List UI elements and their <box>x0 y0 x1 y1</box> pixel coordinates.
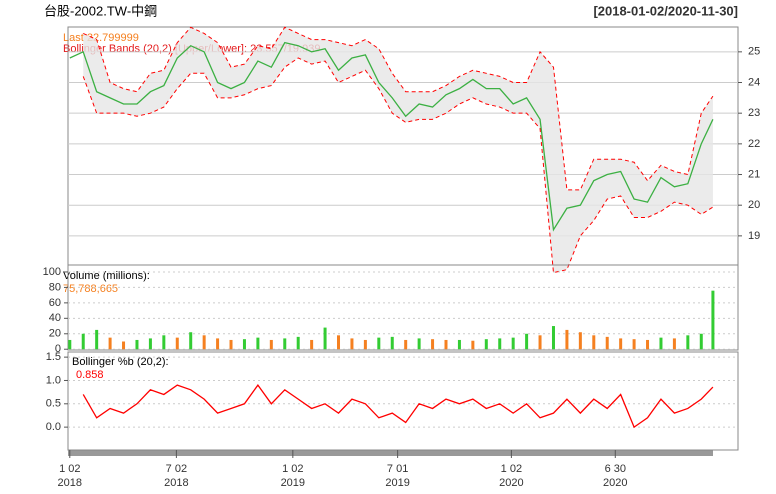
volume-bar <box>95 329 99 350</box>
x-tick-label: 1 02 2019 <box>280 463 306 489</box>
y-tick-label: 100 <box>43 266 61 278</box>
volume-bar <box>551 326 555 350</box>
volume-bar <box>310 339 314 350</box>
y-tick-label: 1.5 <box>46 351 61 363</box>
volume-bar <box>122 341 126 350</box>
y-tick-label: 21 <box>748 168 760 180</box>
volume-bar <box>525 333 529 350</box>
volume-bar <box>511 337 515 350</box>
volume-bar <box>578 332 582 350</box>
panel-frame <box>67 351 739 451</box>
volume-bar <box>162 335 166 350</box>
volume-bar <box>498 338 502 350</box>
series-line <box>83 26 714 191</box>
panel-frame <box>67 264 739 351</box>
x-tick-label: 1 02 2018 <box>57 463 83 489</box>
x-tick-label: 6 30 2020 <box>603 463 628 489</box>
y-tick-label: 20 <box>49 328 61 340</box>
chart-title: 台股-2002.TW-中鋼 <box>44 3 157 18</box>
volume-bar <box>484 339 488 350</box>
volume-bar <box>592 335 596 350</box>
volume-bar <box>605 336 609 350</box>
x-axis-bar <box>68 450 713 456</box>
y-tick-label: 0 <box>55 343 61 355</box>
y-tick-label: 0.0 <box>46 421 61 433</box>
volume-bar <box>68 339 72 350</box>
y-tick-label: 40 <box>49 312 61 324</box>
series-line <box>69 41 714 232</box>
volume-bar <box>148 338 152 350</box>
series-line <box>82 57 714 274</box>
volume-bar <box>457 339 461 350</box>
volume-bar <box>135 339 139 350</box>
series-line <box>82 384 714 429</box>
volume-title: Volume (millions): <box>63 270 150 282</box>
volume-bar <box>632 339 636 350</box>
volume-bar <box>229 339 233 350</box>
volume-bar <box>686 335 690 350</box>
volume-bar <box>216 338 220 350</box>
volume-bar <box>363 339 367 350</box>
volume-bar <box>444 339 448 350</box>
pctb-title: Bollinger %b (20,2): <box>72 356 169 368</box>
y-tick-label: 24 <box>748 76 760 88</box>
y-tick-label: 60 <box>49 297 61 309</box>
y-tick-label: 22 <box>748 138 760 150</box>
volume-bar <box>659 337 663 350</box>
legend-last: Last 22.799999 <box>63 32 139 44</box>
volume-bar <box>471 340 475 350</box>
y-tick-label: 23 <box>748 107 760 119</box>
x-tick-label: 1 02 2020 <box>499 463 524 489</box>
volume-bar <box>296 336 300 350</box>
chart-subtitle: [2018-01-02/2020-11-30] <box>593 3 738 18</box>
x-tick-label: 7 01 2019 <box>385 463 410 489</box>
volume-bar <box>323 327 327 350</box>
volume-bar <box>538 335 542 350</box>
volume-bar <box>390 336 394 350</box>
volume-bar <box>646 339 650 350</box>
volume-bar <box>202 335 206 350</box>
volume-bar <box>337 335 341 350</box>
volume-bar <box>619 338 623 350</box>
y-tick-label: 80 <box>49 281 61 293</box>
volume-bar <box>256 337 260 350</box>
volume-bar <box>711 290 715 350</box>
y-tick-label: 0.5 <box>46 398 61 410</box>
volume-bar <box>189 332 193 350</box>
y-tick-label: 1.0 <box>46 374 61 386</box>
volume-bar <box>81 333 85 350</box>
y-tick-label: 20 <box>748 199 760 211</box>
pctb-last: 0.858 <box>76 369 104 381</box>
volume-bar <box>242 339 246 350</box>
volume-bar <box>350 338 354 350</box>
volume-bar <box>108 337 112 350</box>
y-tick-label: 25 <box>748 46 760 58</box>
y-tick-label: 19 <box>748 230 760 242</box>
volume-bar <box>269 339 273 350</box>
volume-bar <box>672 338 676 350</box>
volume-bar <box>417 338 421 350</box>
volume-bar <box>283 338 287 350</box>
volume-bar <box>377 337 381 350</box>
volume-bar <box>175 337 179 350</box>
volume-last: 75,788,665 <box>63 283 118 295</box>
volume-bar <box>565 329 569 350</box>
volume-bar <box>404 339 408 350</box>
volume-bar <box>699 333 703 350</box>
volume-bar <box>431 339 435 350</box>
x-tick-label: 7 02 2018 <box>164 463 189 489</box>
